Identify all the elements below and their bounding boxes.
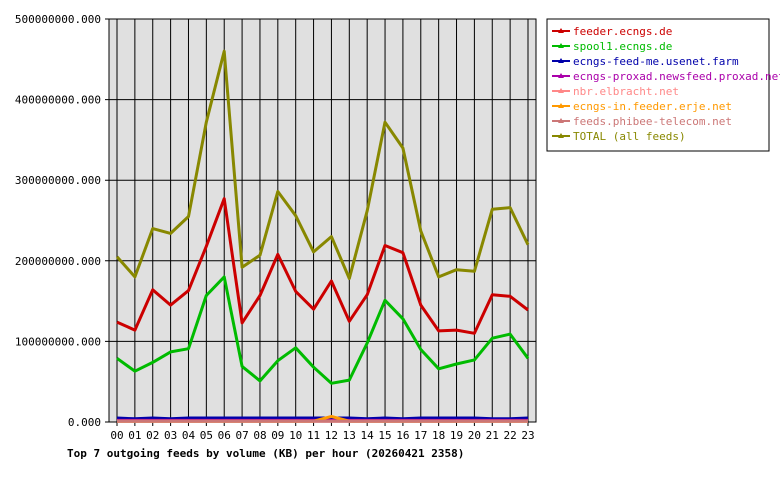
- vertical-gridlines: [116, 19, 529, 426]
- legend-marker-icon: [558, 133, 564, 138]
- legend-marker-icon: [558, 88, 564, 93]
- x-tick-label: 11: [307, 429, 320, 442]
- x-tick-label: 21: [486, 429, 499, 442]
- y-tick-label: 300000000.000: [15, 174, 101, 187]
- y-tick-label: 100000000.000: [15, 335, 101, 348]
- legend-entry-label: ecngs-in.feeder.erje.net: [573, 100, 732, 113]
- series-line-1: [116, 275, 530, 385]
- x-axis-tick-labels: 00 01 02 03 04 05 06 07 08 09 10 11 12 13 14 15 16 17 18 19…: [110, 429, 534, 442]
- legend-entry-label: feeds.phibee-telecom.net: [573, 115, 732, 128]
- x-tick-label: 15: [378, 429, 391, 442]
- x-tick-label: 18: [432, 429, 445, 442]
- series-lines: [115, 49, 530, 423]
- series-line-7: [115, 49, 530, 280]
- x-tick-label: 17: [414, 429, 427, 442]
- x-tick-label: 23: [521, 429, 534, 442]
- legend-entry-label: feeder.ecngs.de: [573, 25, 672, 38]
- x-tick-label: 04: [182, 429, 196, 442]
- plot-background: [109, 19, 536, 422]
- x-tick-label: 22: [504, 429, 517, 442]
- x-tick-label: 09: [271, 429, 284, 442]
- legend-entry-label: nbr.elbracht.net: [573, 85, 679, 98]
- legend-entry-label: spool1.ecngs.de: [573, 40, 672, 53]
- x-tick-label: 03: [164, 429, 177, 442]
- y-tick-label: 400000000.000: [15, 94, 101, 107]
- x-tick-label: 00: [110, 429, 123, 442]
- x-tick-label: 07: [235, 429, 248, 442]
- x-tick-label: 01: [128, 429, 141, 442]
- x-tick-label: 06: [218, 429, 231, 442]
- x-tick-label: 19: [450, 429, 463, 442]
- legend-entry-label: ecngs-proxad.newsfeed.proxad.net: [573, 70, 780, 83]
- legend-entry-label: ecngs-feed-me.usenet.farm: [573, 55, 739, 68]
- x-tick-label: 02: [146, 429, 159, 442]
- y-tick-label: 0.000: [68, 416, 101, 429]
- y-tick-label: 500000000.000: [15, 13, 101, 26]
- x-tick-label: 13: [343, 429, 356, 442]
- chart-title: Top 7 outgoing feeds by volume (KB) per …: [67, 447, 464, 460]
- x-tick-label: 16: [396, 429, 409, 442]
- series-line-0: [116, 197, 529, 335]
- x-tick-label: 12: [325, 429, 338, 442]
- legend-marker-icon: [558, 28, 564, 33]
- x-tick-label: 10: [289, 429, 302, 442]
- legend-marker-icon: [558, 103, 564, 108]
- x-tick-label: 05: [200, 429, 213, 442]
- legend-marker-icon: [558, 43, 564, 48]
- y-tick-label: 200000000.000: [15, 255, 101, 268]
- legend-marker-icon: [558, 58, 564, 63]
- x-tick-label: 14: [361, 429, 375, 442]
- y-axis-tick-labels: 0.000 100000000.000 200000000.000 300000000…: [15, 13, 101, 429]
- legend-marker-icon: [558, 73, 564, 78]
- legend-box: [546, 18, 770, 152]
- legend: feeder.ecngs.de spool1.ecngs.de ecngs-feed…: [552, 25, 780, 143]
- x-tick-label: 20: [468, 429, 481, 442]
- x-tick-label: 08: [253, 429, 266, 442]
- legend-marker-icon: [558, 118, 564, 123]
- legend-entry-label: TOTAL (all feeds): [573, 130, 686, 143]
